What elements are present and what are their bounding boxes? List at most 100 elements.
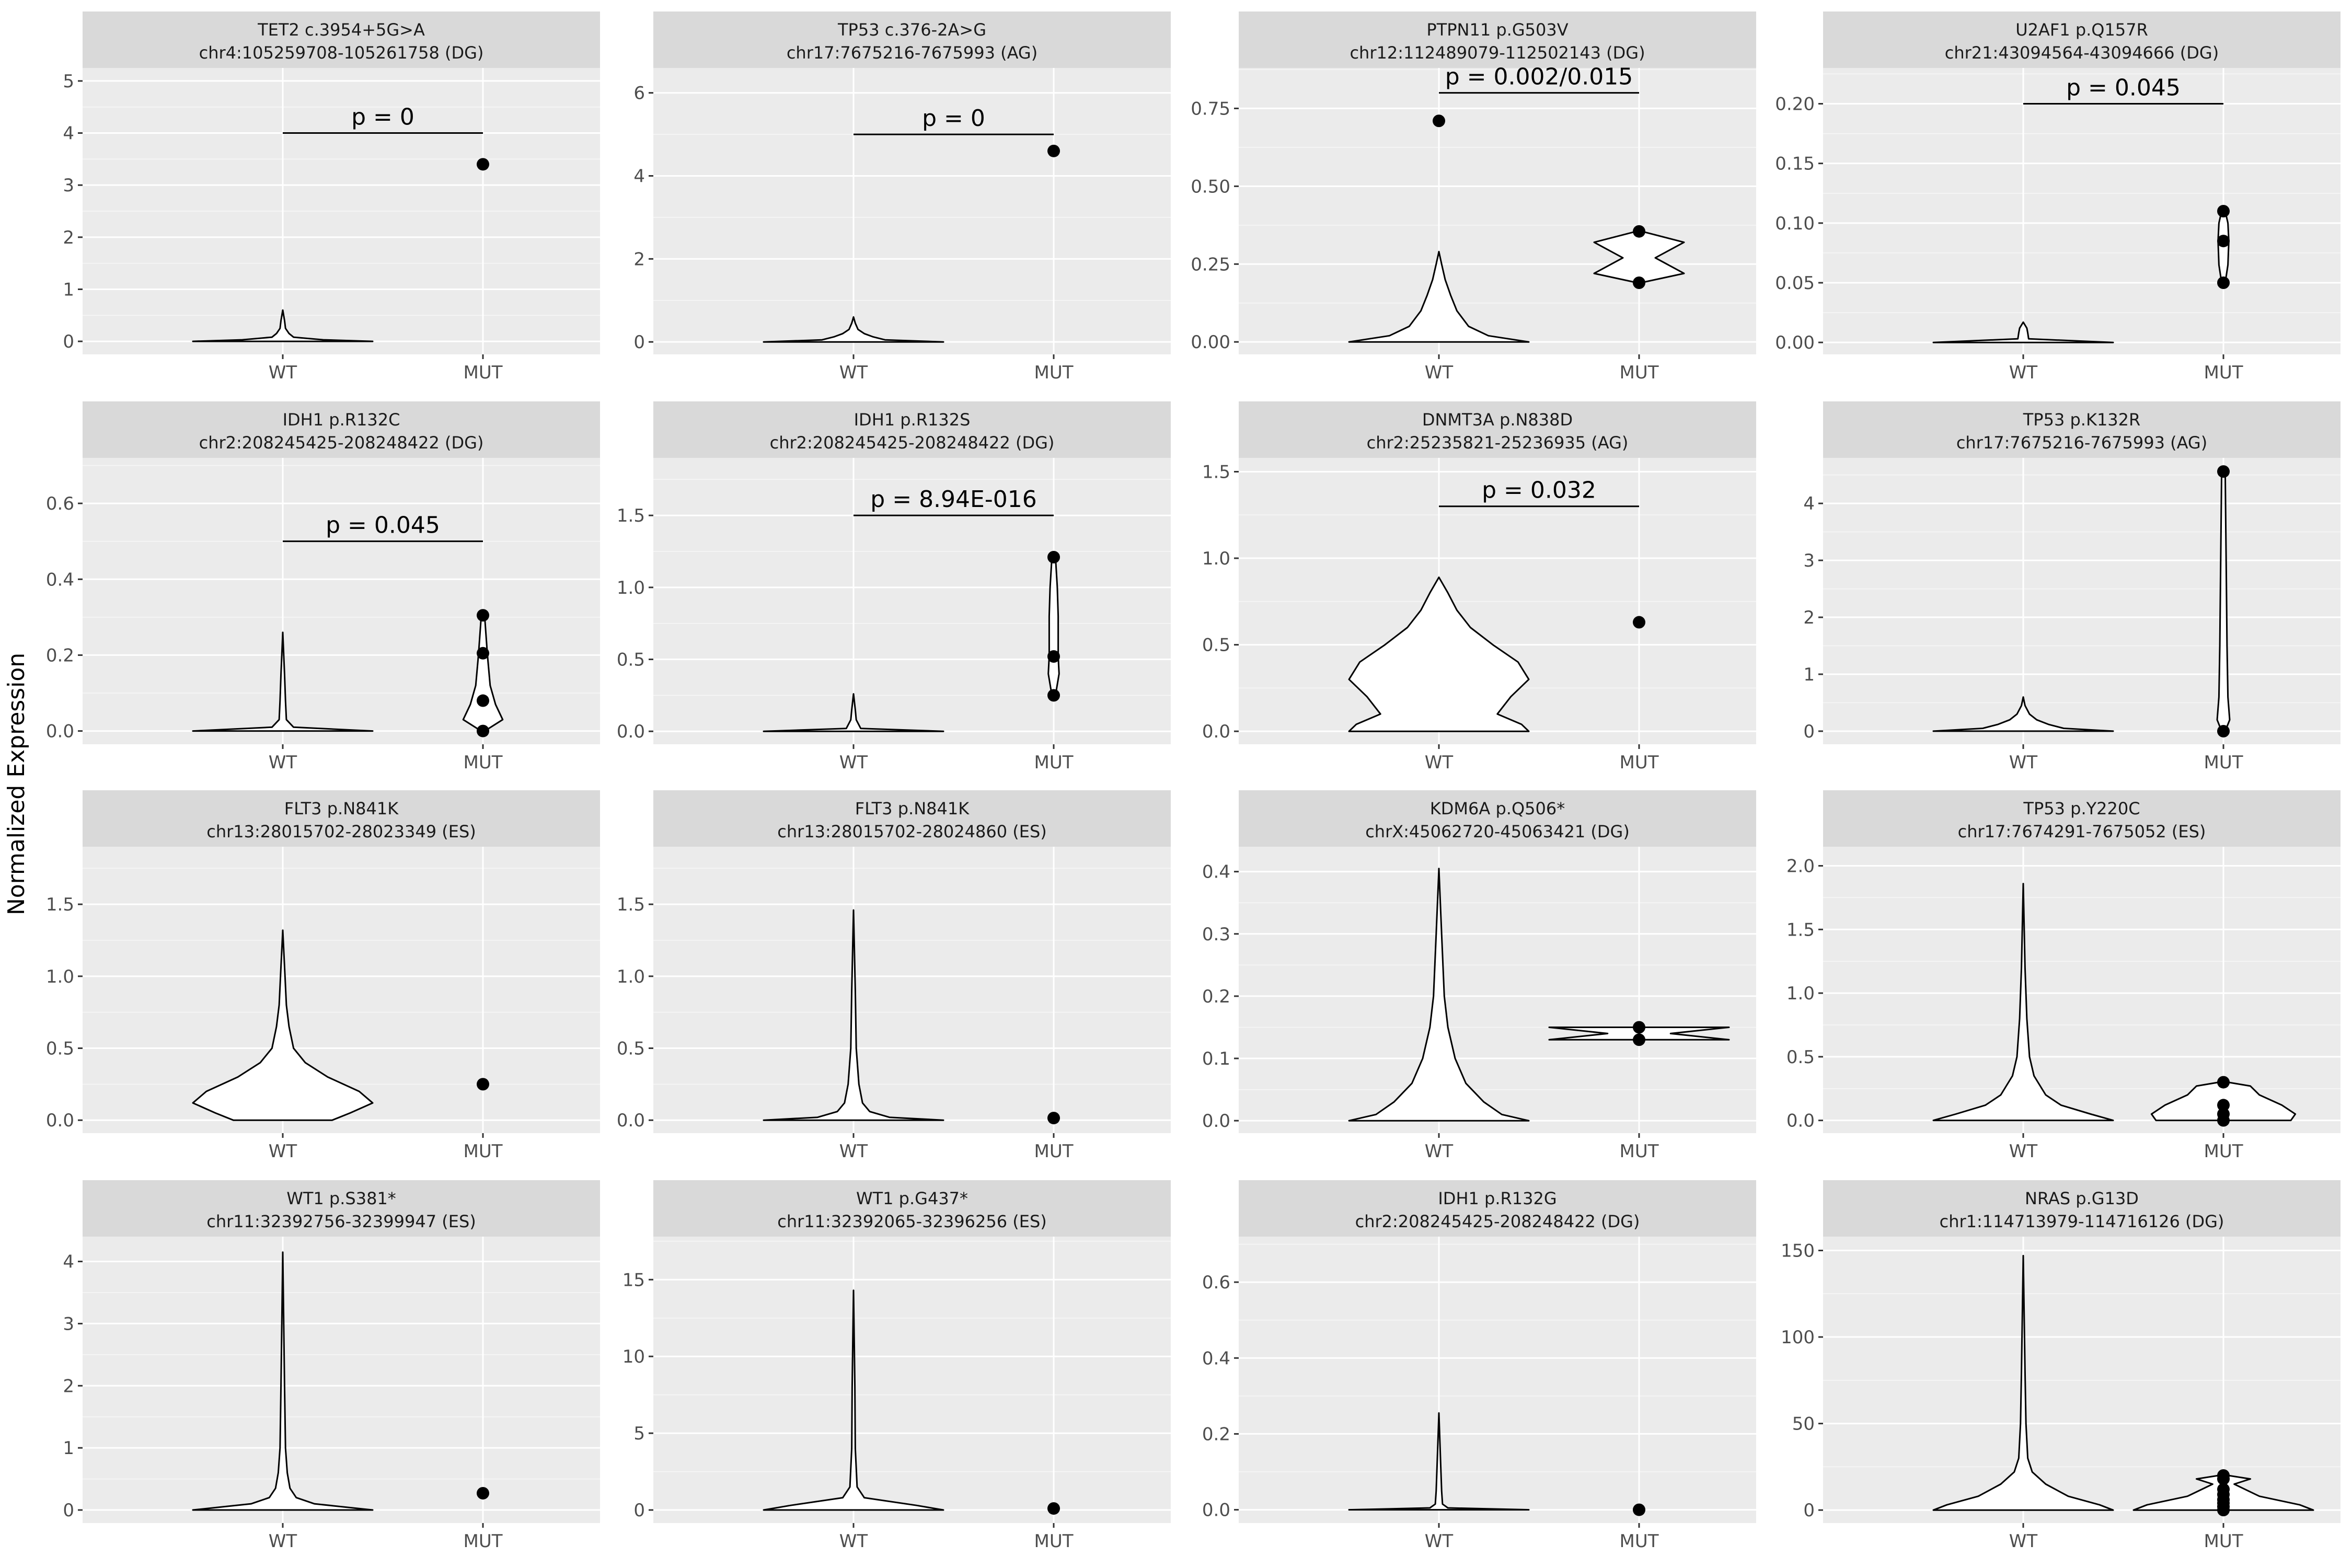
- y-tick-label: 0: [63, 1500, 74, 1521]
- p-value-label: p = 0.002/0.015: [1445, 64, 1633, 90]
- y-tick-label: 0.15: [1775, 154, 1815, 175]
- y-tick-label: 0.2: [46, 645, 74, 666]
- mut-data-point: [2217, 1108, 2230, 1121]
- facet-panel: KDM6A p.Q506* chrX:45062720-45063421 (DG)…: [1202, 790, 1756, 1162]
- mut-data-point: [1633, 616, 1645, 629]
- wt-violin: [763, 693, 944, 732]
- facet-subtitle: chr11:32392756-32399947 (ES): [206, 1212, 476, 1231]
- facet-subtitle: chr12:112489079-112502143 (DG): [1350, 43, 1645, 63]
- y-tick-label: 0.2: [1202, 986, 1230, 1007]
- mut-data-point: [2217, 205, 2230, 217]
- y-tick-label: 0: [633, 332, 645, 353]
- mut-data-point: [477, 694, 489, 707]
- x-tick-label: WT: [269, 1141, 297, 1162]
- facet-panel: FLT3 p.N841K chr13:28015702-28023349 (ES)…: [46, 790, 600, 1162]
- y-tick-label: 0.0: [1786, 1111, 1815, 1132]
- y-tick-label: 4: [1803, 493, 1815, 514]
- wt-violin: [1932, 883, 2114, 1122]
- y-tick-label: 0.4: [46, 569, 74, 590]
- y-tick-label: 3: [63, 1313, 74, 1334]
- y-tick-label: 0.4: [1202, 862, 1230, 883]
- mut-data-point: [2217, 1099, 2230, 1112]
- facet-title: IDH1 p.R132S: [854, 410, 971, 430]
- panel-background: [653, 1237, 1171, 1523]
- panel-background: [1239, 68, 1756, 354]
- facet-strip: [1823, 1180, 2341, 1237]
- x-tick-label: WT: [839, 1141, 868, 1162]
- mut-data-point: [1633, 1503, 1645, 1516]
- mut-data-point: [1633, 1033, 1645, 1046]
- facet-subtitle: chr11:32392065-32396256 (ES): [777, 1212, 1047, 1231]
- mut-data-point: [2217, 724, 2230, 737]
- y-tick-label: 0.4: [1202, 1348, 1230, 1369]
- mut-data-point: [1633, 276, 1645, 289]
- y-tick-label: 0.0: [617, 1110, 645, 1131]
- facet-title: IDH1 p.R132G: [1438, 1189, 1557, 1208]
- facet-panel: TP53 p.K132R chr17:7675216-7675993 (AG) 0 1…: [1803, 401, 2341, 773]
- mut-data-point: [477, 1486, 489, 1500]
- y-tick-label: 3: [1803, 550, 1815, 571]
- facet-title: NRAS p.G13D: [2025, 1189, 2139, 1208]
- facet-panel: U2AF1 p.Q157R chr21:43094564-43094666 (DG…: [1775, 11, 2341, 383]
- x-tick-label: WT: [2009, 1531, 2038, 1552]
- facet-strip: [83, 11, 600, 68]
- y-tick-label: 0.3: [1202, 924, 1230, 945]
- wt-violin: [192, 631, 374, 732]
- panel-background: [83, 1237, 600, 1523]
- wt-violin: [1348, 577, 1530, 732]
- x-tick-label: MUT: [2204, 1531, 2243, 1552]
- panel-background: [653, 68, 1171, 354]
- y-tick-label: 1.0: [617, 966, 645, 987]
- y-tick-label: 0.20: [1775, 94, 1815, 115]
- y-tick-label: 0.50: [1191, 176, 1230, 197]
- y-tick-label: 1: [63, 279, 74, 300]
- facet-panel: IDH1 p.R132S chr2:208245425-208248422 (DG…: [617, 401, 1171, 773]
- x-tick-label: WT: [269, 752, 297, 773]
- wt-violin: [1348, 250, 1530, 343]
- facet-title: DNMT3A p.N838D: [1422, 410, 1573, 430]
- y-tick-label: 0.1: [1202, 1048, 1230, 1069]
- panel-background: [1823, 1237, 2341, 1523]
- y-tick-label: 0.25: [1191, 254, 1230, 275]
- y-tick-label: 0: [633, 1500, 645, 1521]
- facet-title: FLT3 p.N841K: [855, 799, 970, 818]
- y-tick-label: 50: [1792, 1414, 1815, 1435]
- mut-data-point: [2217, 1076, 2230, 1089]
- panel-background: [1239, 847, 1756, 1133]
- mut-data-point: [477, 158, 489, 171]
- wt-violin: [1932, 321, 2114, 343]
- y-tick-label: 0.5: [1202, 635, 1230, 656]
- x-tick-label: MUT: [1620, 362, 1659, 383]
- y-tick-label: 2.0: [1786, 856, 1815, 877]
- facet-strip: [1239, 790, 1756, 847]
- y-tick-label: 0.5: [617, 1039, 645, 1059]
- facet-strip: [653, 790, 1171, 847]
- y-tick-label: 0.0: [1202, 1111, 1230, 1132]
- x-tick-label: WT: [839, 1531, 868, 1552]
- facet-strip: [83, 401, 600, 458]
- facet-panel: IDH1 p.R132G chr2:208245425-208248422 (DG…: [1202, 1180, 1756, 1552]
- facet-strip: [1239, 1180, 1756, 1237]
- facet-panel: PTPN11 p.G503V chr12:112489079-112502143 …: [1191, 11, 1756, 383]
- facet-title: TP53 p.K132R: [2023, 410, 2141, 430]
- y-tick-label: 1.0: [1202, 548, 1230, 569]
- y-tick-label: 1.5: [1786, 919, 1815, 940]
- y-tick-label: 4: [633, 166, 645, 187]
- facet-subtitle: chr2:25235821-25236935 (AG): [1367, 433, 1629, 453]
- panel-background: [83, 458, 600, 744]
- x-tick-label: MUT: [1034, 752, 1074, 773]
- x-tick-label: MUT: [1620, 1531, 1659, 1552]
- y-tick-label: 0.10: [1775, 213, 1815, 234]
- facet-panel: IDH1 p.R132C chr2:208245425-208248422 (DG…: [46, 401, 600, 773]
- y-tick-label: 0: [1803, 1500, 1815, 1521]
- x-tick-label: WT: [1425, 752, 1454, 773]
- facet-strip: [83, 1180, 600, 1237]
- facet-subtitle: chr13:28015702-28024860 (ES): [777, 822, 1047, 841]
- x-tick-label: WT: [839, 752, 868, 773]
- y-tick-label: 3: [63, 175, 74, 196]
- y-tick-label: 0.6: [1202, 1272, 1230, 1293]
- mut-data-point: [1047, 1112, 1060, 1125]
- y-tick-label: 0.0: [46, 721, 74, 742]
- y-tick-label: 1: [63, 1438, 74, 1459]
- facet-panel: TP53 p.Y220C chr17:7674291-7675052 (ES) 0.…: [1786, 790, 2341, 1162]
